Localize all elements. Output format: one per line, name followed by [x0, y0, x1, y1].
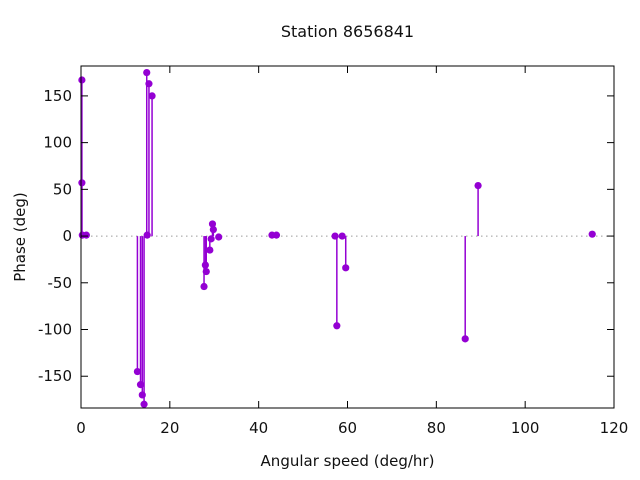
- data-point: [82, 231, 90, 239]
- data-point: [200, 282, 208, 291]
- data-point: [143, 231, 151, 239]
- y-axis-title: Phase (deg): [11, 192, 29, 282]
- data-point: [138, 391, 146, 399]
- data-point: [143, 68, 151, 77]
- y-tick-label: -100: [38, 321, 72, 339]
- y-tick-label: 0: [62, 227, 72, 245]
- data-point: [202, 267, 210, 276]
- y-tick-label: 150: [43, 87, 72, 105]
- data-point: [148, 92, 156, 100]
- data-point: [78, 179, 86, 187]
- data-point: [333, 322, 341, 330]
- data-point: [208, 220, 217, 228]
- data-point: [206, 246, 214, 254]
- x-tick-label: 40: [249, 419, 268, 437]
- data-point: [342, 264, 350, 272]
- data-point: [331, 232, 339, 240]
- y-tick-label: 100: [43, 134, 72, 152]
- data-point: [461, 335, 469, 343]
- data-point: [201, 261, 209, 269]
- y-tick-label: -50: [48, 274, 73, 292]
- x-tick-label: 120: [600, 419, 629, 437]
- plot-border: [80, 65, 615, 409]
- data-point: [133, 367, 142, 376]
- data-point: [209, 225, 217, 234]
- data-point: [207, 235, 215, 243]
- x-tick-label: 20: [160, 419, 179, 437]
- x-tick-label: 80: [427, 419, 446, 437]
- data-point: [78, 76, 86, 84]
- data-point: [140, 400, 148, 408]
- y-tick-label: 50: [53, 180, 72, 198]
- data-point: [338, 232, 346, 240]
- data-point: [215, 233, 223, 241]
- data-point: [272, 231, 281, 239]
- y-tick-label: -150: [38, 367, 72, 385]
- data-point: [136, 381, 145, 389]
- x-tick-label: 0: [76, 419, 86, 437]
- x-tick-label: 100: [511, 419, 540, 437]
- x-axis-title: Angular speed (deg/hr): [260, 452, 435, 470]
- x-tick-label: 60: [338, 419, 357, 437]
- chart-title: Station 8656841: [280, 22, 415, 41]
- data-point: [474, 182, 482, 190]
- data-point: [145, 80, 153, 88]
- data-point: [588, 230, 596, 238]
